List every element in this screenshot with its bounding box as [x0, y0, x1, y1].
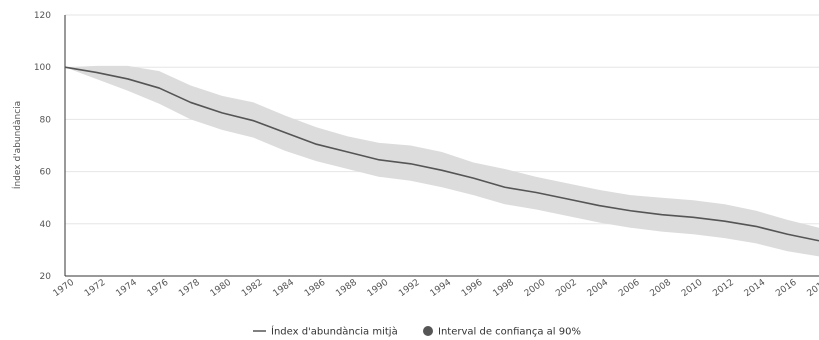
x-tick-label: 1994 — [429, 278, 454, 299]
gridlines — [65, 14, 819, 225]
x-tick-label: 1972 — [83, 278, 107, 299]
y-tick-label: 20 — [40, 272, 52, 282]
x-tick-label: 1978 — [177, 278, 202, 299]
legend: Índex d'abundància mitjà Interval de con… — [253, 325, 581, 338]
x-tick-label: 1974 — [114, 278, 139, 299]
legend-item-mean-index[interactable]: Índex d'abundància mitjà — [253, 325, 398, 338]
x-tick-label: 2012 — [711, 278, 735, 299]
mean-index-line-layer — [64, 66, 819, 242]
x-tick-label: 2018 — [806, 278, 819, 299]
x-tick-label: 1998 — [491, 278, 516, 299]
x-tick-label: 1988 — [334, 278, 359, 299]
mean-index-line — [64, 66, 819, 242]
legend-dot-swatch — [423, 326, 433, 336]
x-tick-label: 2014 — [743, 278, 768, 299]
x-tick-label: 2002 — [554, 278, 578, 299]
y-tick-label: 80 — [40, 115, 52, 125]
x-tick-label: 2000 — [523, 278, 548, 299]
x-tick-label: 1986 — [303, 278, 328, 299]
y-tick-label: 60 — [40, 168, 52, 178]
y-tick-label: 120 — [34, 11, 51, 21]
x-tick-label: 2016 — [774, 278, 799, 299]
y-tick-label: 40 — [40, 220, 52, 230]
x-tick-label: 1976 — [146, 278, 171, 299]
y-tick-label: 100 — [34, 63, 51, 73]
x-tick-label: 2006 — [617, 278, 642, 299]
axes — [64, 15, 819, 277]
legend-label-confidence-interval: Interval de confiança al 90% — [438, 327, 581, 338]
y-axis-title: Índex d'abundància — [11, 101, 23, 189]
x-tick-label: 1982 — [240, 278, 264, 299]
y-tick-labels: 20 40 60 80 100 120 — [34, 11, 51, 282]
x-tick-label: 2004 — [586, 278, 611, 299]
x-tick-label: 1980 — [209, 278, 234, 299]
x-tick-label: 1992 — [397, 278, 421, 299]
x-tick-labels: 1970 1972 1974 1976 1978 1980 1982 1984 1986 1988… — [52, 278, 819, 299]
x-tick-label: 2010 — [680, 278, 705, 299]
x-tick-label: 1970 — [52, 278, 77, 299]
legend-label-mean-index: Índex d'abundància mitjà — [271, 325, 398, 338]
x-tick-label: 1996 — [460, 278, 485, 299]
x-tick-label: 1984 — [272, 278, 297, 299]
confidence-interval-band — [65, 65, 819, 257]
x-tick-label: 1990 — [366, 278, 391, 299]
confidence-band — [65, 65, 819, 257]
x-tick-label: 2008 — [649, 278, 674, 299]
legend-item-confidence-interval[interactable]: Interval de confiança al 90% — [423, 326, 581, 338]
